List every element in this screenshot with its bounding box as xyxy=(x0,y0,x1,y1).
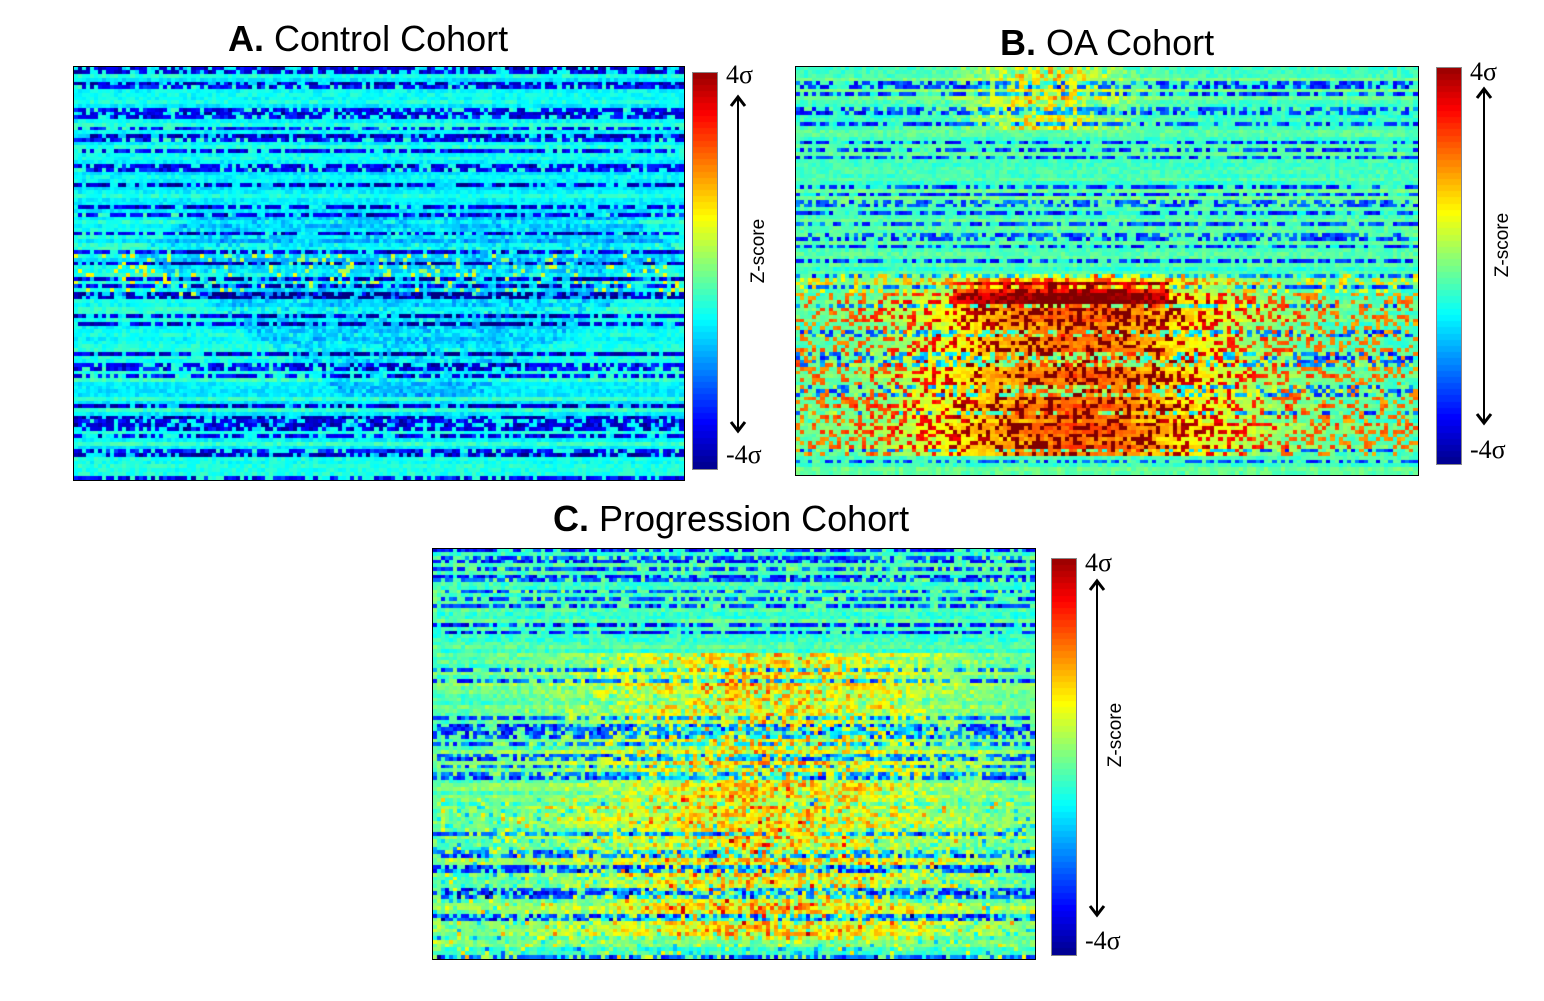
colorbar-b-max: 4σ xyxy=(1470,57,1498,86)
colorbar-b xyxy=(1436,67,1462,465)
colorbar-c-max: 4σ xyxy=(1085,548,1113,577)
arrow-b xyxy=(1475,86,1493,426)
zscore-label-c: Z-score xyxy=(1105,699,1128,771)
zscore-label-a: Z-score xyxy=(748,215,771,287)
panel-a-title: A. Control Cohort xyxy=(228,18,508,60)
panel-a-title-text: Control Cohort xyxy=(274,18,509,59)
arrow-a xyxy=(729,94,747,434)
panel-a-letter: A. xyxy=(228,18,264,59)
colorbar-b-min: -4σ xyxy=(1470,435,1506,464)
colorbar-c-min: -4σ xyxy=(1085,926,1121,955)
panel-c-letter: C. xyxy=(553,498,589,539)
colorbar-c xyxy=(1051,558,1077,956)
heatmap-oa xyxy=(795,66,1419,476)
colorbar-a-min: -4σ xyxy=(726,440,762,469)
heatmap-control xyxy=(73,66,685,481)
colorbar-a-max: 4σ xyxy=(726,60,754,89)
panel-c-title: C. Progression Cohort xyxy=(553,498,909,540)
panel-b-title-text: OA Cohort xyxy=(1046,22,1215,63)
colorbar-a xyxy=(692,72,718,470)
panel-b-title: B. OA Cohort xyxy=(1000,22,1214,64)
panel-c-title-text: Progression Cohort xyxy=(599,498,910,539)
heatmap-progression xyxy=(432,548,1036,960)
panel-b-letter: B. xyxy=(1000,22,1036,63)
zscore-label-b: Z-score xyxy=(1492,209,1515,281)
arrow-c xyxy=(1088,578,1106,918)
